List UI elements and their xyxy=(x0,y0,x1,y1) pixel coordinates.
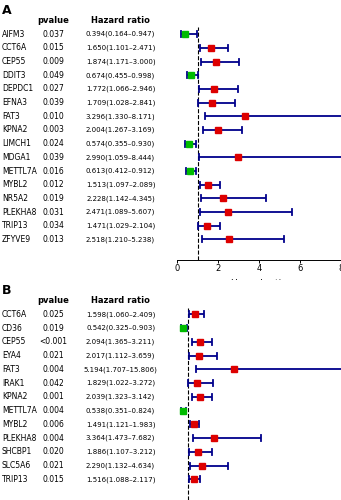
Text: MYBL2: MYBL2 xyxy=(2,180,27,189)
Text: 1.513(1.097–2.089): 1.513(1.097–2.089) xyxy=(86,182,155,188)
Text: <0.001: <0.001 xyxy=(39,338,67,346)
Text: pvalue: pvalue xyxy=(37,296,69,305)
Text: 0.674(0.455–0.998): 0.674(0.455–0.998) xyxy=(86,72,155,78)
Text: 0.015: 0.015 xyxy=(42,44,64,52)
Text: 0.004: 0.004 xyxy=(42,365,64,374)
Text: ZFYVE9: ZFYVE9 xyxy=(2,235,31,244)
Text: DEPDC1: DEPDC1 xyxy=(2,84,33,94)
Text: 2.039(1.323–3.142): 2.039(1.323–3.142) xyxy=(86,394,155,400)
Text: FAT3: FAT3 xyxy=(2,365,19,374)
Text: 0.010: 0.010 xyxy=(42,112,64,121)
Text: AIFM3: AIFM3 xyxy=(2,30,25,38)
Text: PLEKHA8: PLEKHA8 xyxy=(2,434,36,442)
Text: 0.019: 0.019 xyxy=(42,194,64,203)
Text: MYBL2: MYBL2 xyxy=(2,420,27,429)
Text: 5.194(1.707–15.806): 5.194(1.707–15.806) xyxy=(84,366,158,372)
Text: 1.772(1.066–2.946): 1.772(1.066–2.946) xyxy=(86,86,155,92)
Text: 0.039: 0.039 xyxy=(42,98,64,107)
Text: PLEKHA8: PLEKHA8 xyxy=(2,208,36,216)
Text: CCT6A: CCT6A xyxy=(2,310,27,319)
Text: 2.518(1.210–5.238): 2.518(1.210–5.238) xyxy=(86,236,155,242)
Text: 2.990(1.059–8.444): 2.990(1.059–8.444) xyxy=(86,154,155,160)
Text: LIMCH1: LIMCH1 xyxy=(2,139,31,148)
Text: METTL7A: METTL7A xyxy=(2,166,36,175)
Text: CD36: CD36 xyxy=(2,324,23,332)
Text: 1.471(1.029–2.104): 1.471(1.029–2.104) xyxy=(86,222,155,229)
Text: CCT6A: CCT6A xyxy=(2,44,27,52)
Text: 0.013: 0.013 xyxy=(42,235,64,244)
Text: 1.516(1.088–2.117): 1.516(1.088–2.117) xyxy=(86,476,155,482)
Text: METTL7A: METTL7A xyxy=(2,406,36,415)
Text: KPNA2: KPNA2 xyxy=(2,392,27,402)
Text: 0.006: 0.006 xyxy=(42,420,64,429)
Text: CEP55: CEP55 xyxy=(2,338,26,346)
Text: FAT3: FAT3 xyxy=(2,112,19,121)
Text: SHCBP1: SHCBP1 xyxy=(2,448,32,456)
Text: 1.874(1.171–3.000): 1.874(1.171–3.000) xyxy=(86,58,155,65)
Text: 1.829(1.022–3.272): 1.829(1.022–3.272) xyxy=(86,380,155,386)
Text: 3.364(1.473–7.682): 3.364(1.473–7.682) xyxy=(86,435,155,442)
Text: KPNA2: KPNA2 xyxy=(2,126,27,134)
Text: 0.613(0.412–0.912): 0.613(0.412–0.912) xyxy=(86,168,155,174)
Text: IRAK1: IRAK1 xyxy=(2,378,24,388)
Text: pvalue: pvalue xyxy=(37,16,69,25)
Text: 1.598(1.060–2.409): 1.598(1.060–2.409) xyxy=(86,311,155,318)
Text: 0.016: 0.016 xyxy=(42,166,64,175)
Text: 0.027: 0.027 xyxy=(42,84,64,94)
Text: 0.021: 0.021 xyxy=(42,351,64,360)
Text: EFNA3: EFNA3 xyxy=(2,98,27,107)
Text: 0.004: 0.004 xyxy=(42,434,64,442)
Text: 3.296(1.330–8.171): 3.296(1.330–8.171) xyxy=(86,113,155,119)
Text: 1.491(1.121–1.983): 1.491(1.121–1.983) xyxy=(86,421,155,428)
Text: 0.020: 0.020 xyxy=(42,448,64,456)
Text: 2.228(1.142–4.345): 2.228(1.142–4.345) xyxy=(86,195,155,202)
Text: 0.542(0.325–0.903): 0.542(0.325–0.903) xyxy=(86,325,155,332)
Text: 1.886(1.107–3.212): 1.886(1.107–3.212) xyxy=(86,448,155,455)
Text: 0.042: 0.042 xyxy=(42,378,64,388)
Text: 1.709(1.028–2.841): 1.709(1.028–2.841) xyxy=(86,100,155,106)
Text: EYA4: EYA4 xyxy=(2,351,21,360)
Text: 0.025: 0.025 xyxy=(42,310,64,319)
Text: 0.538(0.351–0.824): 0.538(0.351–0.824) xyxy=(86,408,155,414)
Text: 2.471(1.089–5.607): 2.471(1.089–5.607) xyxy=(86,209,155,216)
Text: 0.001: 0.001 xyxy=(42,392,64,402)
X-axis label: Hazard ratio: Hazard ratio xyxy=(231,278,287,287)
Text: 0.574(0.355–0.930): 0.574(0.355–0.930) xyxy=(86,140,155,147)
Text: 0.012: 0.012 xyxy=(42,180,64,189)
Text: A: A xyxy=(2,4,11,17)
Text: 0.049: 0.049 xyxy=(42,71,64,80)
Text: 0.003: 0.003 xyxy=(42,126,64,134)
Text: MDGA1: MDGA1 xyxy=(2,153,30,162)
Text: 0.021: 0.021 xyxy=(42,461,64,470)
Text: 0.031: 0.031 xyxy=(42,208,64,216)
Text: 2.094(1.365–3.211): 2.094(1.365–3.211) xyxy=(86,338,155,345)
Text: 0.019: 0.019 xyxy=(42,324,64,332)
Text: TRIP13: TRIP13 xyxy=(2,475,28,484)
Text: SLC5A6: SLC5A6 xyxy=(2,461,31,470)
Text: 0.039: 0.039 xyxy=(42,153,64,162)
Text: Hazard ratio: Hazard ratio xyxy=(91,296,150,305)
Text: 0.009: 0.009 xyxy=(42,57,64,66)
Text: 2.290(1.132–4.634): 2.290(1.132–4.634) xyxy=(86,462,155,469)
Text: 0.037: 0.037 xyxy=(42,30,64,38)
Text: CEP55: CEP55 xyxy=(2,57,26,66)
Text: 0.394(0.164–0.947): 0.394(0.164–0.947) xyxy=(86,31,155,38)
Text: Hazard ratio: Hazard ratio xyxy=(91,16,150,25)
Text: DDIT3: DDIT3 xyxy=(2,71,25,80)
Text: 0.034: 0.034 xyxy=(42,222,64,230)
Text: TRIP13: TRIP13 xyxy=(2,222,28,230)
Text: 0.024: 0.024 xyxy=(42,139,64,148)
Text: 0.004: 0.004 xyxy=(42,406,64,415)
Text: B: B xyxy=(2,284,11,297)
Text: 1.650(1.101–2.471): 1.650(1.101–2.471) xyxy=(86,44,155,51)
Text: NR5A2: NR5A2 xyxy=(2,194,28,203)
Text: 2.004(1.267–3.169): 2.004(1.267–3.169) xyxy=(86,126,155,133)
Text: 2.017(1.112–3.659): 2.017(1.112–3.659) xyxy=(86,352,155,359)
Text: 0.015: 0.015 xyxy=(42,475,64,484)
